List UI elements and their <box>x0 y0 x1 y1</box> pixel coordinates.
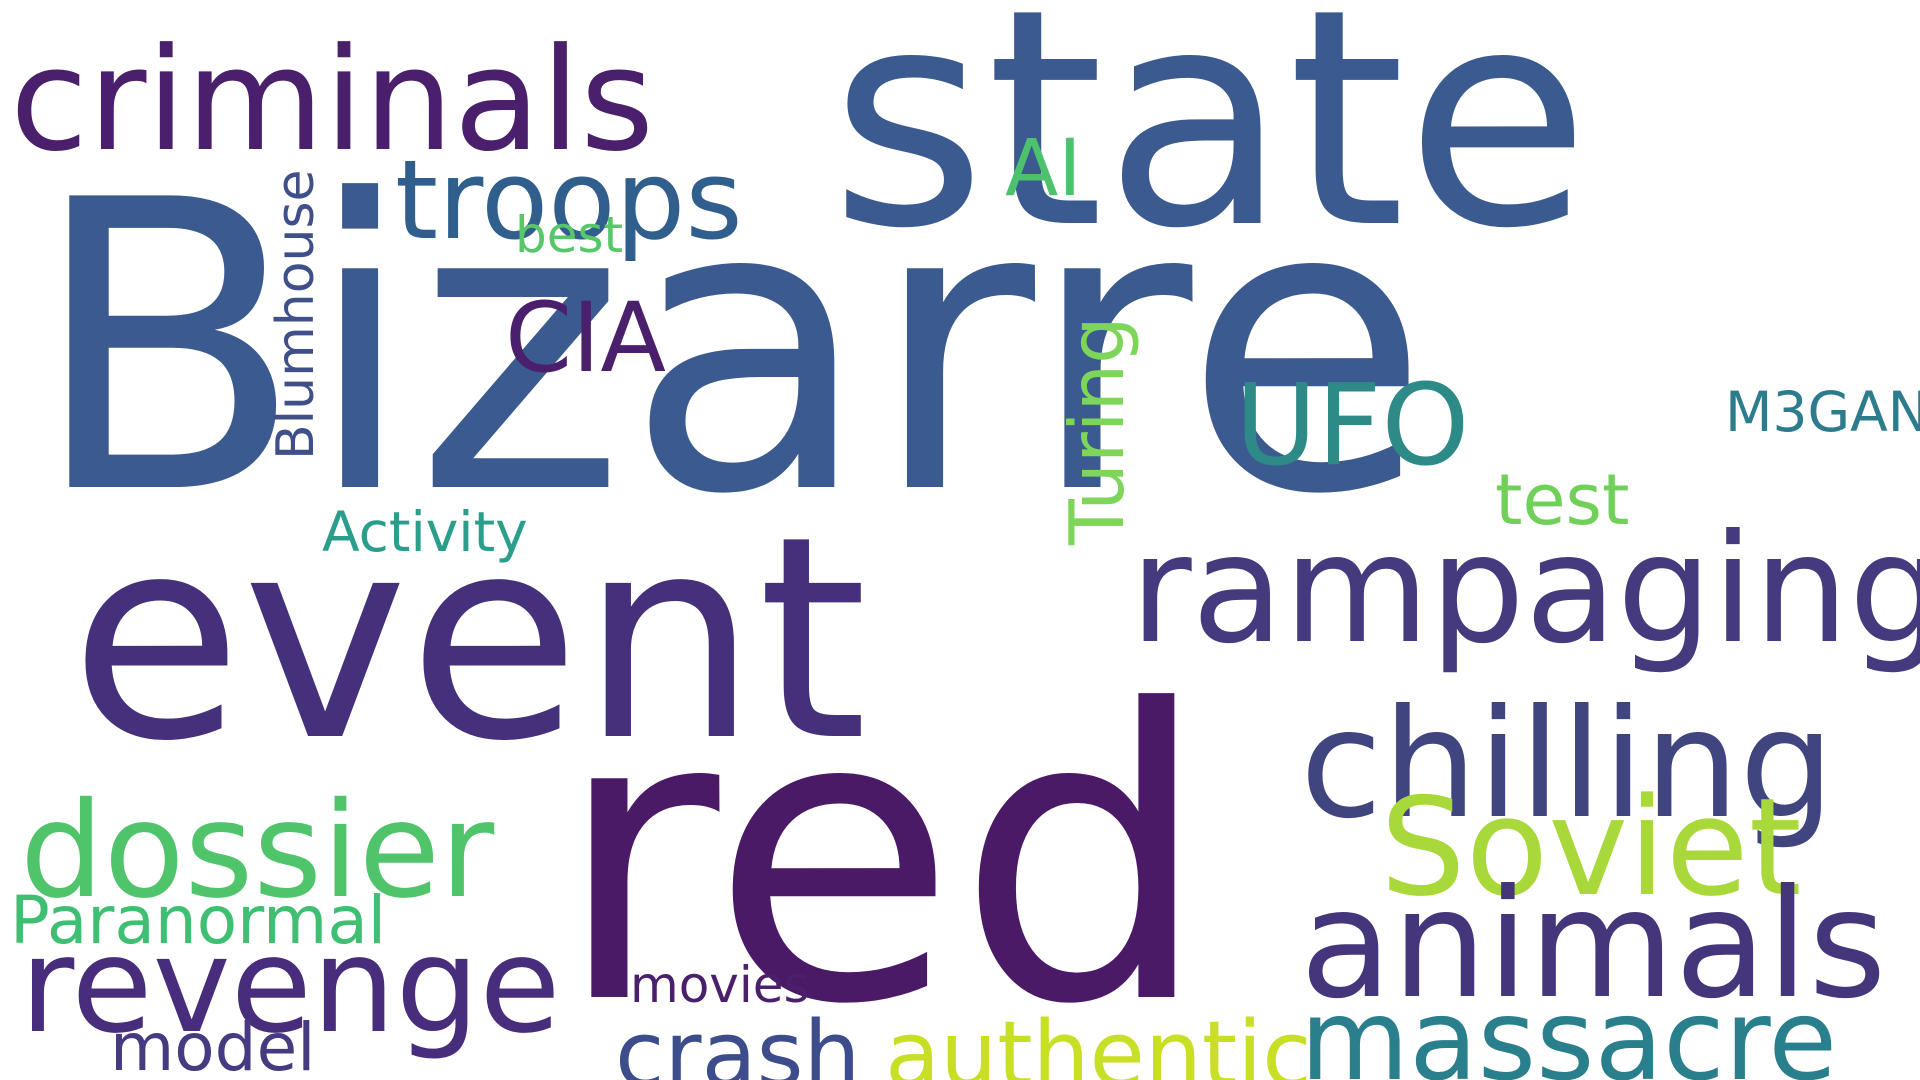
word-dossier: dossier <box>20 774 495 928</box>
word-bizarre: Bizarre <box>30 117 1430 582</box>
word-animals: animals <box>1300 858 1887 1032</box>
word-authentic: authentic <box>885 1002 1312 1080</box>
word-m3gan: M3GAN <box>1725 380 1920 444</box>
word-best: best <box>515 206 624 264</box>
word-chilling: chilling <box>1300 678 1835 852</box>
word-ai: AI <box>1005 124 1082 214</box>
word-troops: troops <box>395 136 743 264</box>
word-model: model <box>110 1009 316 1080</box>
word-blumhouse: Blumhouse <box>266 169 326 460</box>
word-soviet: Soviet <box>1380 769 1802 926</box>
word-movies: movies <box>630 956 810 1014</box>
word-rampaging: rampaging <box>1130 503 1920 677</box>
word-paranormal: Paranormal <box>10 882 387 959</box>
word-criminals: criminals <box>10 18 655 183</box>
word-state: state <box>830 0 1590 294</box>
word-red: red <box>555 627 1211 1080</box>
word-activity: Activity <box>322 500 528 564</box>
word-test: test <box>1495 459 1630 541</box>
word-revenge: revenge <box>20 909 561 1063</box>
word-turing: Turing <box>1053 316 1141 545</box>
word-ufo: UFO <box>1235 361 1470 491</box>
word-event: event <box>70 477 868 803</box>
word-cia: CIA <box>505 282 667 394</box>
word-crash: crash <box>615 1002 861 1080</box>
word-massacre: massacre <box>1300 976 1838 1080</box>
